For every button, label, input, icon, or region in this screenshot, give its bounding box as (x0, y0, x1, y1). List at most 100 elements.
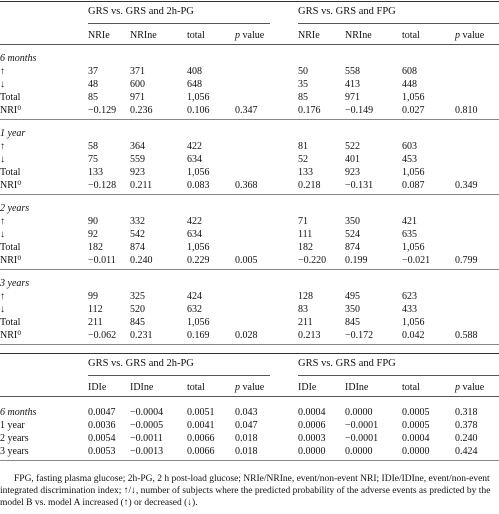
section-row: 6 months (0, 45, 499, 66)
blank-cell (235, 303, 298, 316)
cell: 48 (88, 79, 98, 90)
cell: 133 (298, 167, 314, 178)
cell: −0.0001 (345, 433, 379, 444)
cell: 971 (345, 92, 361, 103)
cell: 845 (345, 317, 361, 328)
cell: 421 (402, 216, 418, 227)
group-header-row: GRS vs. GRS and 2h-PG GRS vs. GRS and FPG (0, 2, 499, 27)
cell: 0.0000 (298, 445, 346, 461)
cell: 83 (298, 304, 309, 315)
section-title: 2 years (0, 203, 30, 214)
cell: 0.0006 (298, 420, 326, 431)
group-title: GRS vs. GRS and 2h-PG (88, 357, 271, 376)
row-label: NRI⁰ (0, 179, 88, 195)
cell: 0.027 (402, 104, 456, 120)
row-label: Total (0, 317, 21, 328)
cell: −0.128 (88, 179, 130, 195)
cell: 133 (88, 167, 103, 178)
cell: 424 (187, 291, 202, 302)
cell: −0.129 (88, 104, 130, 120)
section-title: 1 year (0, 128, 26, 139)
blank-cell (455, 290, 499, 303)
cell: 0.0000 (345, 407, 373, 418)
cell: 1,056 (187, 242, 210, 253)
cell: 0.005 (235, 254, 299, 270)
blank-cell (235, 166, 298, 179)
idi-table: GRS vs. GRS and 2h-PG GRS vs. GRS and FPG… (0, 353, 499, 461)
blank-cell (0, 26, 88, 45)
row-label: 3 years (0, 445, 88, 461)
cell: 0.047 (235, 420, 258, 431)
cell: 0.213 (298, 329, 346, 345)
cell: 325 (130, 291, 145, 302)
cell: 0.0047 (88, 407, 116, 418)
data-row: ↑ 37 371 408 50 558 608 (0, 65, 499, 78)
cell: 37 (88, 66, 98, 77)
cell: 0.368 (235, 179, 299, 195)
column-header: NRIe (298, 26, 346, 45)
cell: 1,056 (402, 317, 425, 328)
cell: 422 (187, 141, 202, 152)
cell: 0.176 (298, 104, 346, 120)
cell: 874 (345, 242, 361, 253)
section-row: 2 years (0, 195, 499, 216)
cell: 0.0004 (402, 433, 430, 444)
cell: 632 (187, 304, 202, 315)
data-row: NRI⁰ −0.011 0.240 0.229 0.005 −0.220 0.199 −0.0… (0, 254, 499, 270)
cell: 422 (187, 216, 202, 227)
column-header: IDIne (345, 378, 403, 397)
data-row: 1 year 0.0036 −0.0005 0.0041 0.047 0.0006 −0.0… (0, 419, 499, 432)
cell: 524 (345, 229, 361, 240)
column-header: total (402, 26, 456, 45)
cell: −0.0001 (345, 420, 379, 431)
group-header-row: GRS vs. GRS and 2h-PG GRS vs. GRS and FPG (0, 354, 499, 379)
cell: 0.231 (130, 329, 187, 345)
blank-cell (455, 78, 499, 91)
cell: 71 (298, 216, 309, 227)
cell: 0.0054 (88, 433, 116, 444)
row-label: ↓ (0, 304, 5, 315)
cell: 211 (88, 317, 103, 328)
column-header-row: IDIe IDIne total p value IDIe IDIne total p val… (0, 378, 499, 397)
cell: 75 (88, 154, 98, 165)
cell: 350 (345, 304, 361, 315)
cell: 558 (345, 66, 361, 77)
cell: 211 (298, 317, 313, 328)
blank-cell (235, 78, 298, 91)
blank-cell (455, 215, 499, 228)
cell: 99 (88, 291, 98, 302)
row-label: ↓ (0, 229, 5, 240)
section-title: 6 months (0, 53, 37, 64)
cell: 542 (130, 229, 145, 240)
cell: 0.236 (130, 104, 187, 120)
cell: 923 (345, 167, 361, 178)
cell: 0.028 (235, 329, 299, 345)
cell: 332 (130, 216, 145, 227)
blank-cell (235, 290, 298, 303)
data-row: Total 133 923 1,056 133 923 1,056 (0, 166, 499, 179)
data-row: 2 years 0.0054 −0.0011 0.0066 0.018 0.0003 −0.… (0, 432, 499, 445)
column-header: IDIe (298, 378, 346, 397)
cell: 35 (298, 79, 309, 90)
row-label: ↑ (0, 141, 5, 152)
cell: 111 (298, 229, 313, 240)
row-label: ↑ (0, 66, 5, 77)
cell: 85 (88, 92, 98, 103)
group-header: GRS vs. GRS and 2h-PG (88, 2, 298, 27)
cell: 448 (402, 79, 418, 90)
cell: 0.424 (455, 445, 499, 461)
column-header: total (187, 378, 235, 397)
cell: 58 (88, 141, 98, 152)
cell: 0.0051 (187, 407, 215, 418)
blank-cell (235, 153, 298, 166)
cell: −0.131 (345, 179, 403, 195)
cell: 623 (402, 291, 418, 302)
blank-cell (235, 316, 298, 329)
column-header: p value (235, 26, 299, 45)
blank-cell (455, 153, 499, 166)
cell: 0.0000 (345, 445, 403, 461)
cell: 600 (130, 79, 145, 90)
blank-cell (0, 354, 88, 379)
cell: −0.011 (88, 254, 130, 270)
